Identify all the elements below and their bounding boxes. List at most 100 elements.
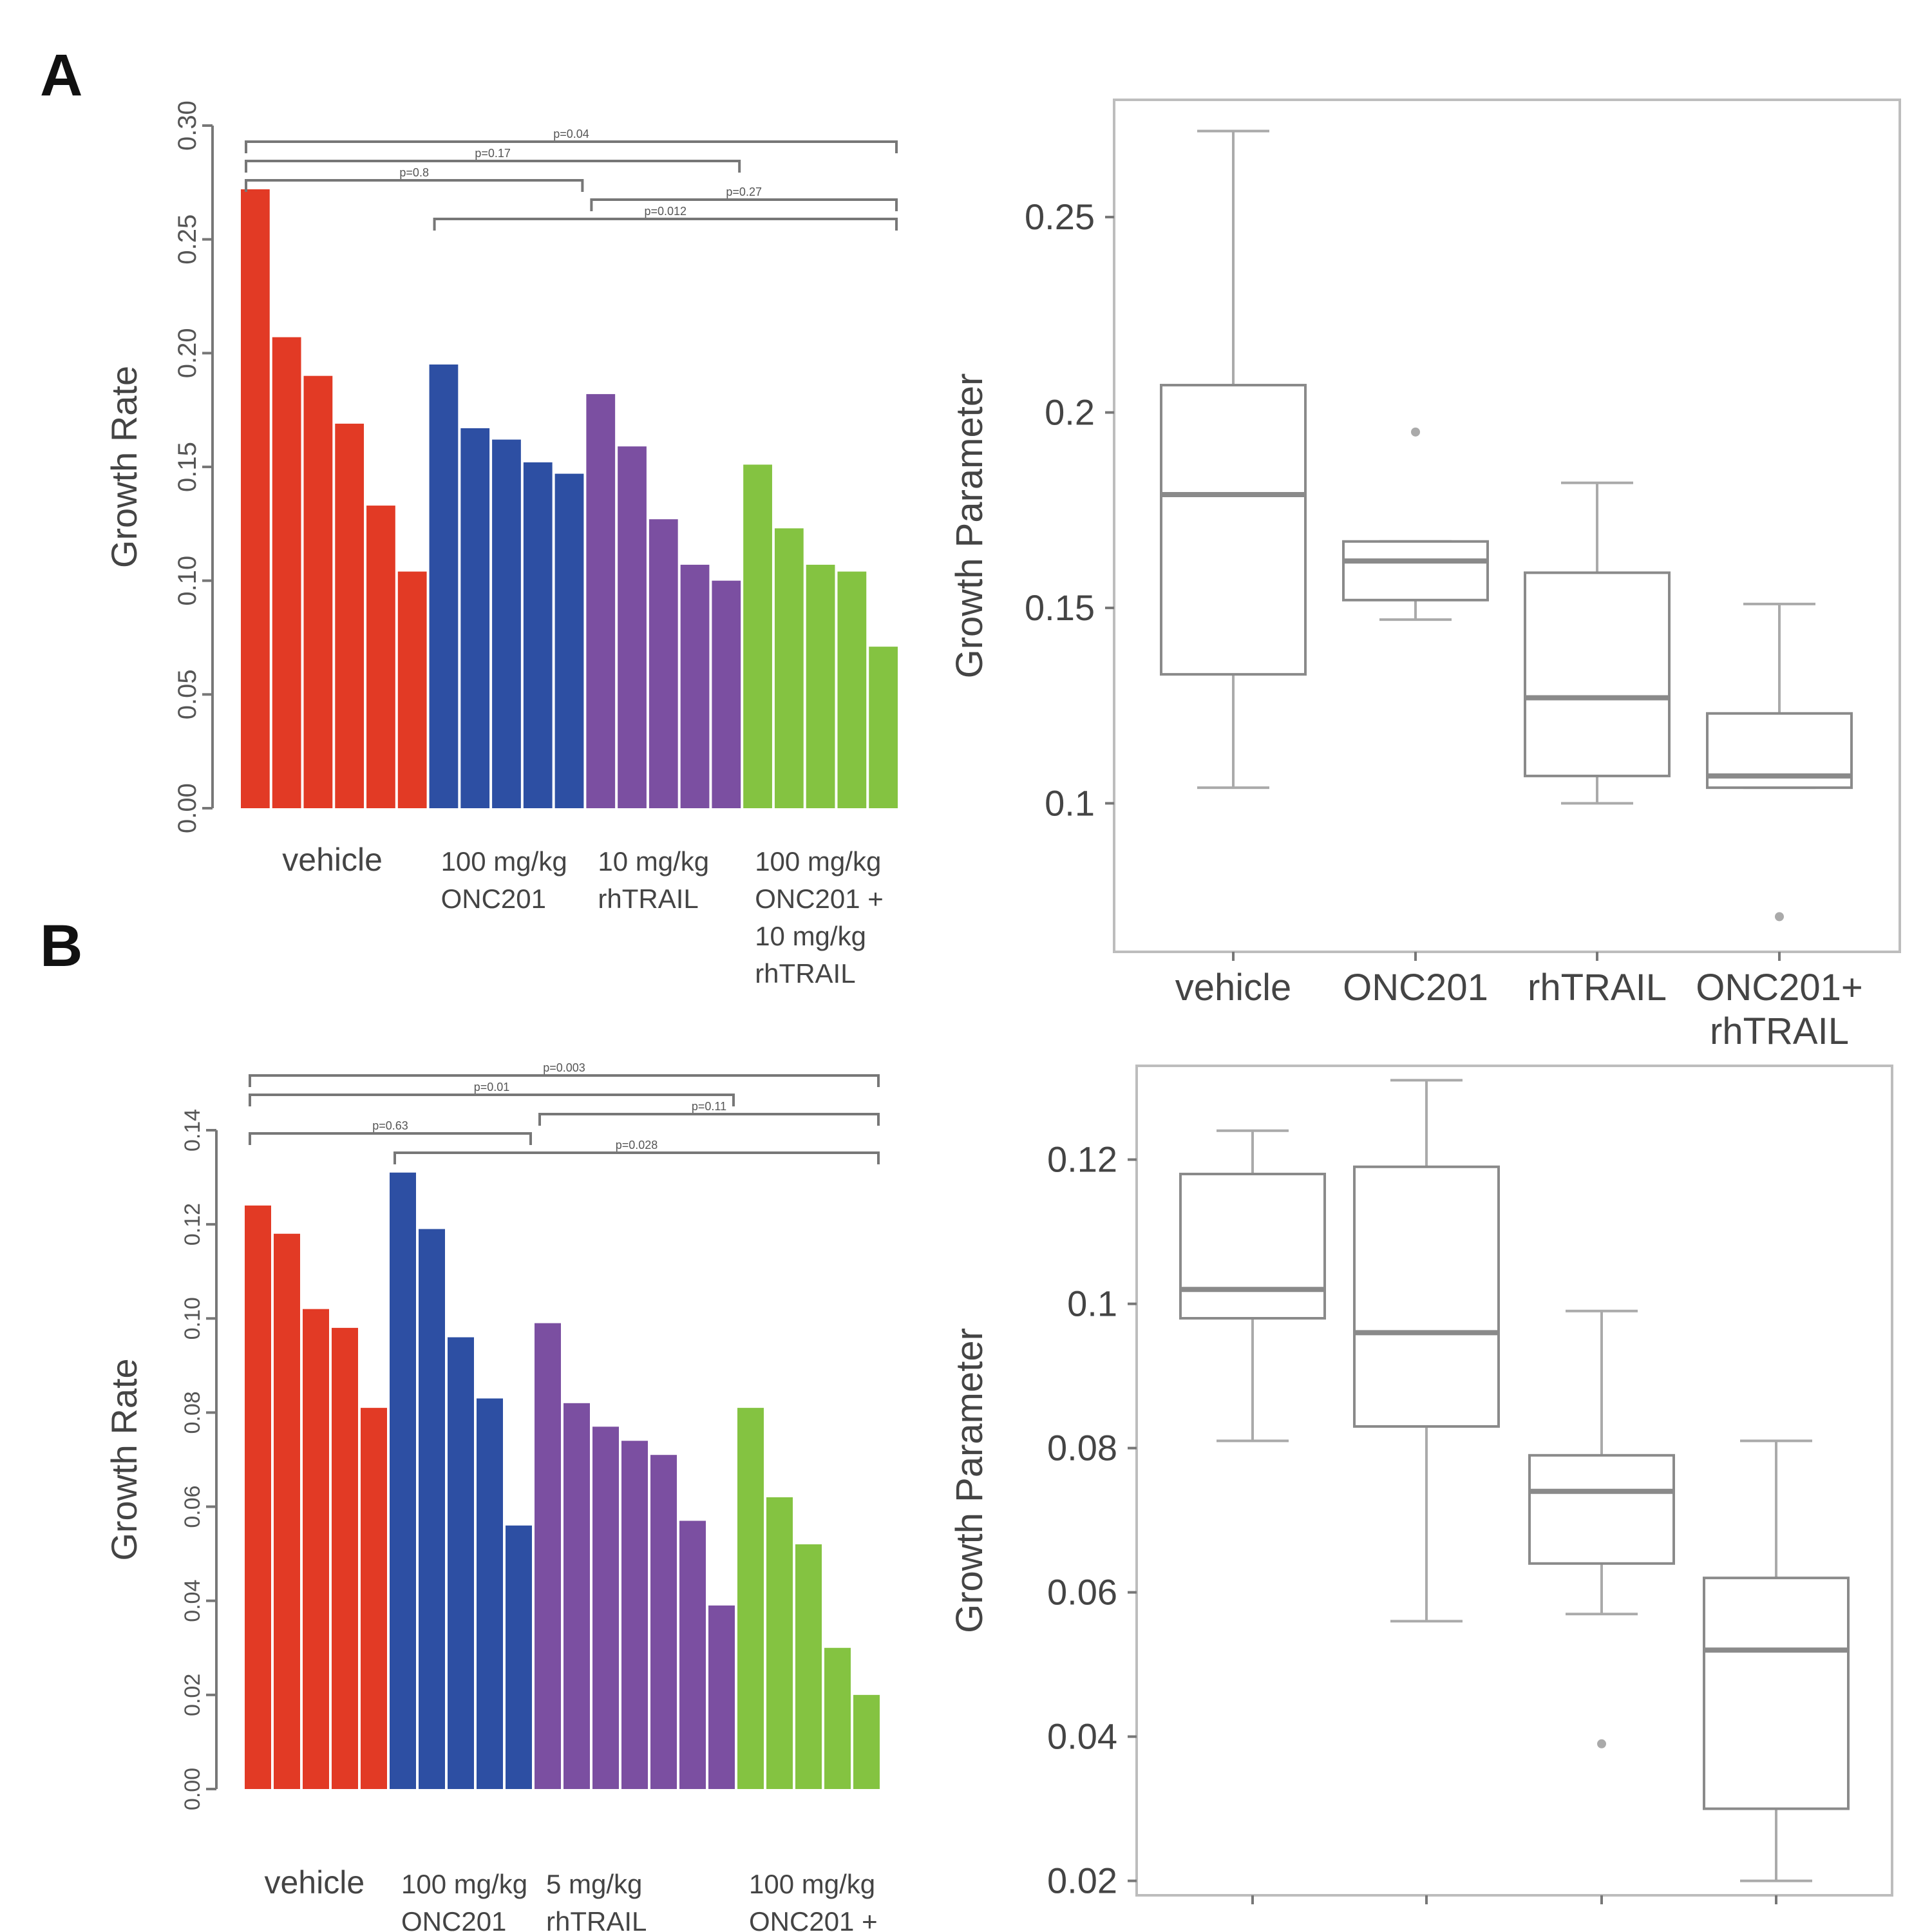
bar-vehicle <box>272 337 301 808</box>
y-tick-label: 0.12 <box>180 1203 205 1245</box>
bar-onc201 <box>506 1525 532 1789</box>
significance-bracket <box>249 1132 532 1145</box>
x-category-label: ONC201 <box>401 1906 506 1932</box>
box-iqr <box>1528 1454 1675 1565</box>
bar-rhtrail <box>712 580 741 808</box>
bar-combo <box>869 647 898 808</box>
bar-onc201 <box>492 439 521 808</box>
bar-combo <box>766 1497 793 1789</box>
bar-onc201 <box>460 428 490 808</box>
x-category-label: rhTRAIL <box>1528 967 1667 1009</box>
y-tick-label: 0.08 <box>180 1391 205 1434</box>
y-tick-label: 0.20 <box>173 328 202 378</box>
significance-bracket <box>245 160 741 173</box>
x-category-label: vehicle <box>265 1864 365 1900</box>
p-value-label: p=0.63 <box>372 1119 408 1132</box>
box-iqr <box>1179 1173 1326 1320</box>
panel-a-box-plot: 0.1 0.15 0.2 0.25 Growth Parameter vehicle ONC… <box>949 99 1901 1052</box>
p-value-label: p=0.8 <box>399 166 429 179</box>
bar-rhtrail <box>680 564 710 808</box>
x-category-label: 100 mg/kg <box>749 1869 875 1899</box>
bar-onc201 <box>523 462 553 808</box>
y-tick-label: 0.04 <box>1047 1716 1117 1757</box>
bar-vehicle <box>303 1309 329 1789</box>
bar-combo <box>743 464 772 808</box>
bar-combo <box>737 1408 764 1789</box>
outlier-point <box>1597 1739 1606 1748</box>
bar-vehicle <box>397 571 427 808</box>
y-tick-label: 0.10 <box>180 1297 205 1340</box>
bar-combo <box>806 564 835 808</box>
y-tick-label: 0.1 <box>1045 782 1095 823</box>
p-value-label: p=0.27 <box>726 185 762 198</box>
y-tick-label: 0.05 <box>173 669 202 719</box>
y-tick-label: 0.00 <box>173 783 202 833</box>
bar-vehicle <box>335 423 365 808</box>
x-category-label: 10 mg/kg <box>598 846 709 876</box>
x-category-label: 10 mg/kg <box>755 921 866 951</box>
bar-vehicle <box>332 1327 358 1789</box>
bar-onc201 <box>554 473 584 808</box>
x-category-label: ONC201 <box>441 884 546 914</box>
significance-bracket <box>249 1094 735 1106</box>
y-tick-label: 0.02 <box>1047 1861 1117 1901</box>
significance-bracket <box>249 1074 880 1087</box>
box-iqr <box>1160 384 1307 676</box>
y-tick-label: 0.15 <box>173 442 202 492</box>
y-tick-label: 0.08 <box>1047 1428 1117 1468</box>
x-category-label: ONC201+ <box>1696 967 1863 1009</box>
y-tick-label: 0.15 <box>1025 587 1095 628</box>
panel-letter-b: B <box>40 913 82 979</box>
x-category-label: 100 mg/kg <box>401 1869 527 1899</box>
x-category-label: rhTRAIL <box>546 1906 647 1932</box>
y-tick-label: 0.14 <box>180 1109 205 1151</box>
bar-rhtrail <box>586 393 616 808</box>
panel-b-bar-chart: 0.00 0.02 0.04 0.06 0.08 0.10 0.12 0.14 Growth R… <box>104 1061 880 1932</box>
bar-rhtrail <box>650 1455 677 1789</box>
x-category-label: ONC201 + <box>749 1906 878 1932</box>
bar-combo <box>853 1694 880 1789</box>
bar-vehicle <box>245 1205 271 1789</box>
bar-combo <box>774 528 804 808</box>
significance-bracket <box>538 1113 880 1126</box>
outlier-point <box>1775 912 1784 922</box>
y-tick-label: 0.2 <box>1045 392 1095 433</box>
x-category-label: vehicle <box>282 842 383 878</box>
y-tick-label: 0.06 <box>180 1485 205 1528</box>
box-iqr <box>1342 540 1489 601</box>
bar-rhtrail <box>592 1426 619 1789</box>
y-tick-label: 0.30 <box>173 100 202 151</box>
p-value-label: p=0.17 <box>475 147 511 160</box>
panel-a-bar-chart: 0.00 0.05 0.10 0.15 0.20 0.25 0.30 Growth Rate v… <box>104 100 898 989</box>
bar-vehicle <box>361 1408 387 1789</box>
bar-combo <box>824 1647 851 1789</box>
panel-letter-a: A <box>40 43 82 108</box>
panel-b-box-plot: 0.02 0.04 0.06 0.08 0.1 0.12 Growth Parameter <box>949 1065 1893 1904</box>
x-category-label: 5 mg/kg <box>546 1869 642 1899</box>
x-category-label: 100 mg/kg <box>755 846 881 876</box>
bar-onc201 <box>419 1229 445 1789</box>
y-tick-label: 0.25 <box>1025 196 1095 237</box>
y-tick-label: 0.02 <box>180 1674 205 1716</box>
y-tick-label: 0.25 <box>173 214 202 265</box>
y-tick-label: 0.10 <box>173 556 202 606</box>
y-tick-label: 0.06 <box>1047 1572 1117 1613</box>
box-iqr <box>1703 1577 1850 1810</box>
bar-vehicle <box>366 506 395 808</box>
significance-bracket <box>393 1151 880 1164</box>
bar-rhtrail <box>618 446 647 808</box>
plot-frame <box>1135 1065 1893 1897</box>
p-value-label: p=0.003 <box>543 1061 585 1074</box>
p-value-label: p=0.04 <box>553 128 589 140</box>
x-category-label: rhTRAIL <box>755 958 855 989</box>
bar-onc201 <box>429 365 459 808</box>
y-axis-label: Growth Rate <box>104 366 144 568</box>
p-value-label: p=0.01 <box>474 1081 510 1094</box>
y-axis-label: Growth Parameter <box>949 374 990 679</box>
x-category-label: rhTRAIL <box>1710 1010 1849 1052</box>
bar-vehicle <box>274 1233 300 1789</box>
y-tick-label: 0.00 <box>180 1768 205 1810</box>
bar-rhtrail <box>535 1323 561 1789</box>
box-iqr <box>1524 571 1671 777</box>
bar-combo <box>795 1544 822 1789</box>
